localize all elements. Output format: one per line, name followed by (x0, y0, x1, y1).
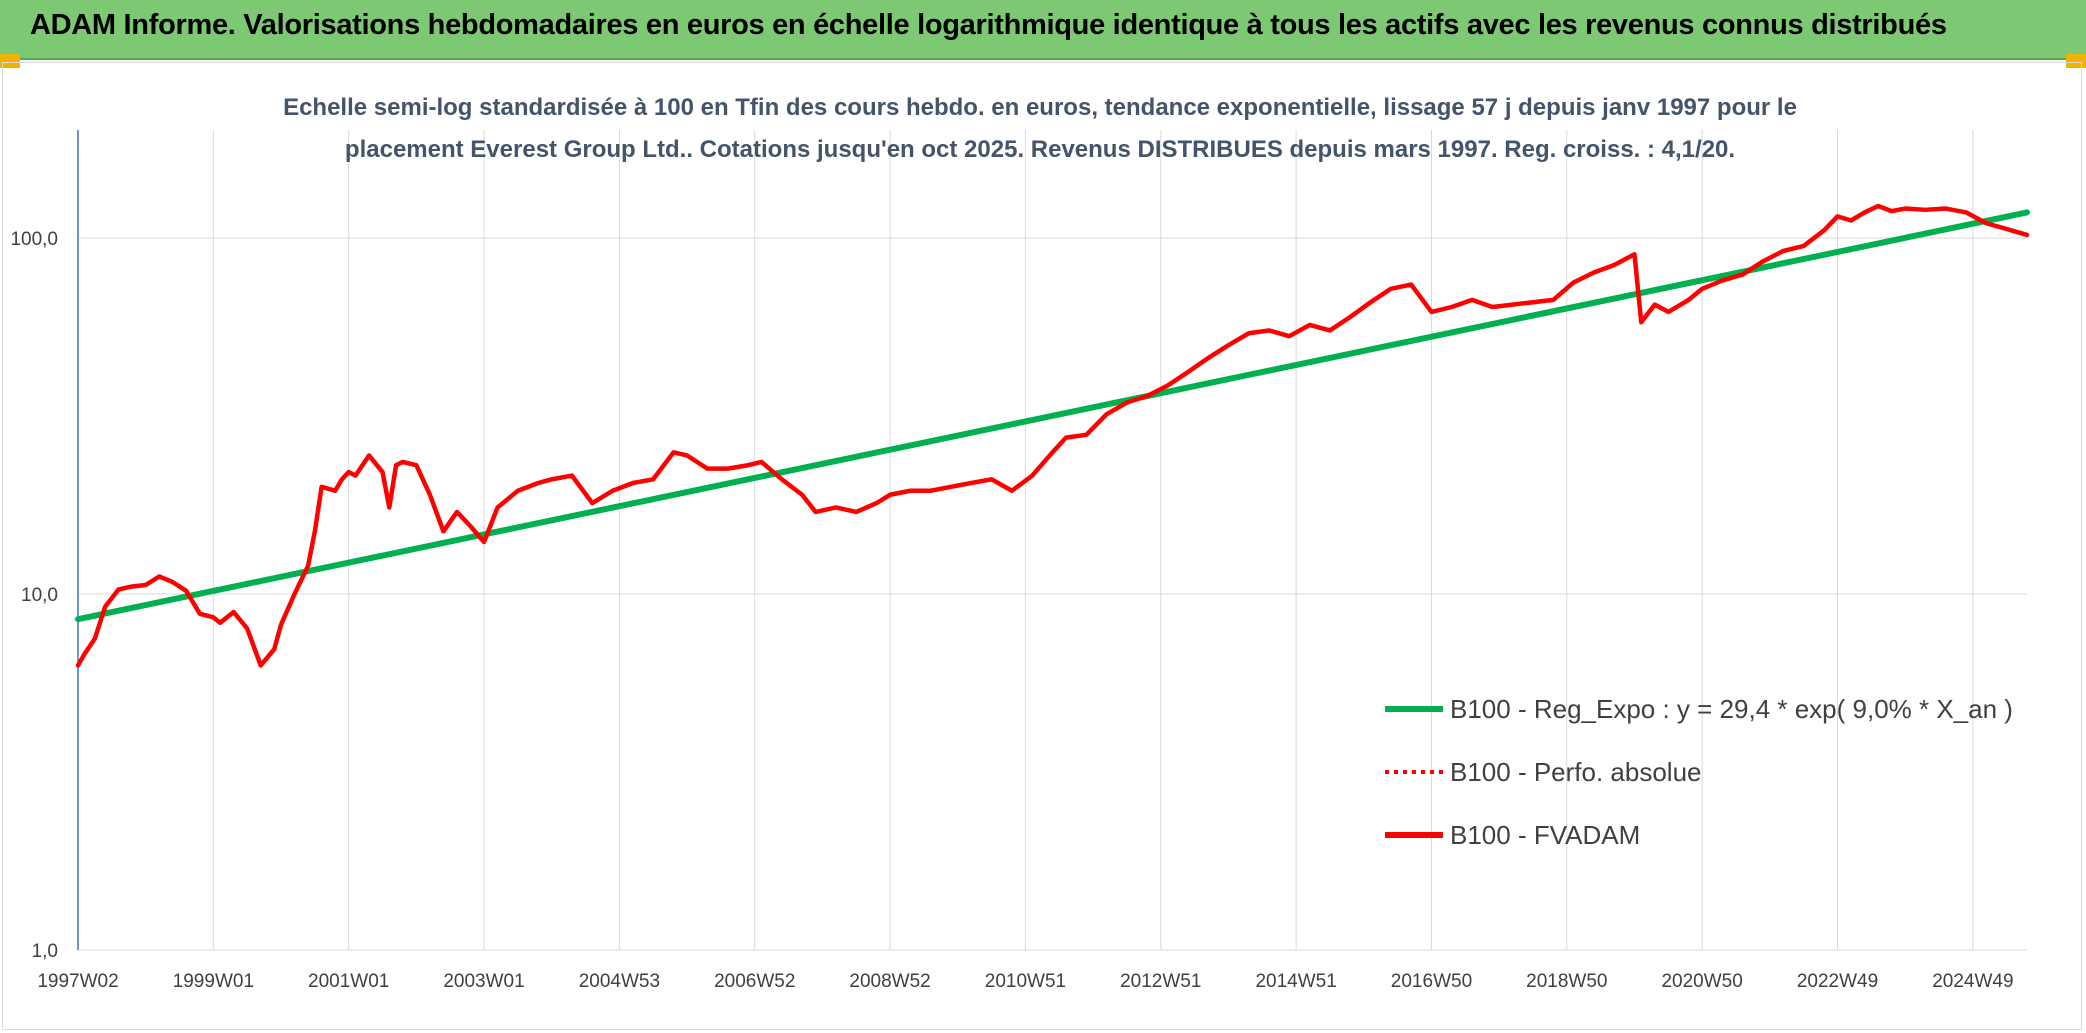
x-tick-label-7: 2010W51 (985, 971, 1066, 992)
fvadam-line (75, 203, 2030, 668)
axis-ticks: 1,0 10,0 100,0 1997W02 1999W01 2001W01 2003W01… (10, 229, 2013, 992)
legend-label-2: B100 - FVADAM (1450, 820, 1640, 850)
x-tick-label-4: 2004W53 (579, 971, 660, 992)
x-tick-label-14: 2024W49 (1932, 971, 2013, 992)
series-layer (75, 203, 2030, 668)
chart-legend: B100 - Reg_Expo : y = 29,4 * exp( 9,0% *… (1385, 694, 2013, 850)
x-tick-label-8: 2012W51 (1120, 971, 1201, 992)
chart-title-line-2: placement Everest Group Ltd.. Cotations … (345, 136, 1735, 163)
x-tick-label-0: 1997W02 (37, 971, 118, 992)
legend-label-0: B100 - Reg_Expo : y = 29,4 * exp( 9,0% *… (1450, 694, 2013, 724)
x-tick-label-2: 2001W01 (308, 971, 389, 992)
x-tick-label-11: 2018W50 (1526, 971, 1607, 992)
chart-grid (77, 130, 2027, 951)
chart-title-line-1: Echelle semi-log standardisée à 100 en T… (283, 94, 1797, 121)
regression-line (75, 209, 2030, 623)
x-tick-label-6: 2008W52 (849, 971, 930, 992)
x-tick-label-3: 2003W01 (443, 971, 524, 992)
y-tick-label-0: 1,0 (32, 941, 58, 962)
x-tick-label-10: 2016W50 (1391, 971, 1472, 992)
legend-label-1: B100 - Perfo. absolue (1450, 757, 1702, 787)
x-tick-label-13: 2022W49 (1797, 971, 1878, 992)
x-tick-label-1: 1999W01 (173, 971, 254, 992)
report-title: ADAM Informe. Valorisations hebdomadaire… (30, 9, 1947, 41)
y-tick-label-2: 100,0 (10, 229, 58, 250)
x-tick-label-12: 2020W50 (1661, 971, 1742, 992)
x-tick-label-9: 2014W51 (1255, 971, 1336, 992)
x-tick-label-5: 2006W52 (714, 971, 795, 992)
chart-frame (2, 62, 2082, 1030)
report-banner: ADAM Informe. Valorisations hebdomadaire… (0, 0, 2086, 60)
y-tick-label-1: 10,0 (21, 585, 58, 606)
left-corner-accent (0, 54, 20, 68)
